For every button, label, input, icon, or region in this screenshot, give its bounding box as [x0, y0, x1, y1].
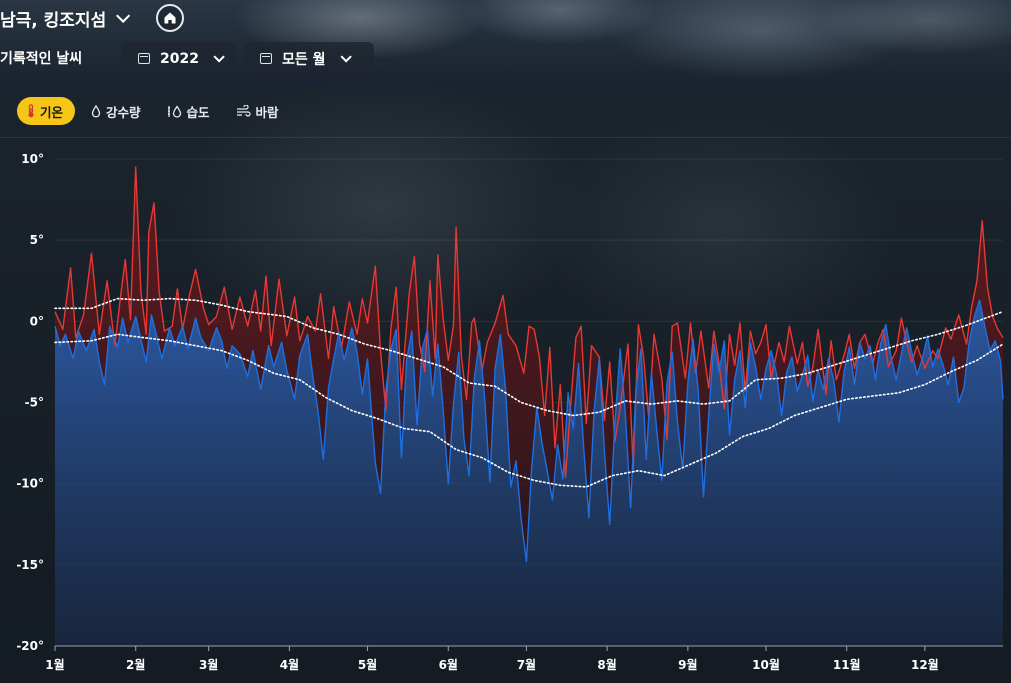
tab-humidity-label: 습도 [186, 104, 210, 120]
x-tick-label: 5월 [358, 657, 377, 672]
tab-temperature-label: 기온 [40, 104, 64, 120]
y-tick-label: 5° [30, 233, 44, 247]
y-tick-label: -10° [16, 477, 44, 491]
chevron-down-icon [213, 50, 225, 63]
x-tick-label: 4월 [280, 657, 299, 672]
chevron-down-icon [339, 50, 352, 63]
min-temperature-line [54, 299, 1004, 563]
x-tick-label: 2월 [126, 657, 145, 672]
humidity-icon [167, 104, 181, 118]
year-select[interactable]: 2022 [122, 42, 235, 75]
year-select-value: 2022 [160, 50, 199, 67]
divider [0, 137, 1011, 138]
x-tick-label: 10월 [752, 657, 780, 672]
max-temperature-area [55, 167, 1003, 562]
y-tick-label: -15° [16, 558, 44, 572]
x-tick-label: 11월 [833, 657, 861, 672]
metric-tabs: 기온 강수량 습도 바람 [17, 97, 289, 125]
location-label: 남극, 킹조지섬 [0, 10, 107, 31]
x-tick-label: 9월 [678, 657, 697, 672]
month-select-value: 모든 월 [282, 51, 326, 68]
x-axis: 1월 2월 3월 4월 5월 6월 7월 8월 9월 10월 11월 12월 [45, 645, 1003, 672]
x-tick-label: 1월 [45, 657, 64, 672]
x-tick-label: 7월 [517, 657, 536, 672]
tab-wind[interactable]: 바람 [226, 97, 289, 125]
page-title: 기록적인 날씨 [0, 51, 83, 67]
tab-wind-label: 바람 [255, 104, 279, 120]
calendar-icon [138, 53, 150, 64]
normal-min-line [54, 333, 1004, 488]
tab-precipitation[interactable]: 강수량 [81, 97, 151, 125]
month-select[interactable]: 모든 월 [244, 42, 374, 75]
home-button[interactable] [156, 4, 184, 32]
x-tick-label: 8월 [597, 657, 616, 672]
x-tick-label: 12월 [911, 657, 939, 672]
area-layer [55, 167, 1003, 646]
y-axis-labels: 10° 5° 0° -5° -10° -15° -20° [16, 152, 44, 653]
tab-humidity[interactable]: 습도 [157, 97, 220, 125]
calendar-icon [260, 53, 272, 64]
home-icon [164, 12, 176, 24]
y-tick-label: -5° [25, 396, 44, 410]
tab-temperature[interactable]: 기온 [17, 97, 76, 125]
temperature-chart: 10° 5° 0° -5° -10° -15° -20° 1월 2월 3월 4월 5월 6월 7월 8월 9… [16, 152, 1004, 672]
wind-icon [236, 105, 251, 117]
y-tick-label: 0° [30, 314, 44, 328]
thermometer-icon [28, 104, 34, 118]
x-tick-label: 6월 [439, 657, 458, 672]
line-layer [54, 166, 1004, 563]
tab-precipitation-label: 강수량 [106, 104, 141, 120]
normal-max-line [54, 297, 1004, 417]
y-tick-label: 10° [21, 152, 44, 166]
x-tick-label: 3월 [199, 657, 218, 672]
min-temperature-area [55, 300, 1003, 646]
max-temperature-line [54, 166, 1004, 478]
droplet-icon [91, 104, 101, 117]
y-tick-label: -20° [16, 639, 44, 653]
location-selector[interactable]: 남극, 킹조지섬 [0, 6, 131, 31]
